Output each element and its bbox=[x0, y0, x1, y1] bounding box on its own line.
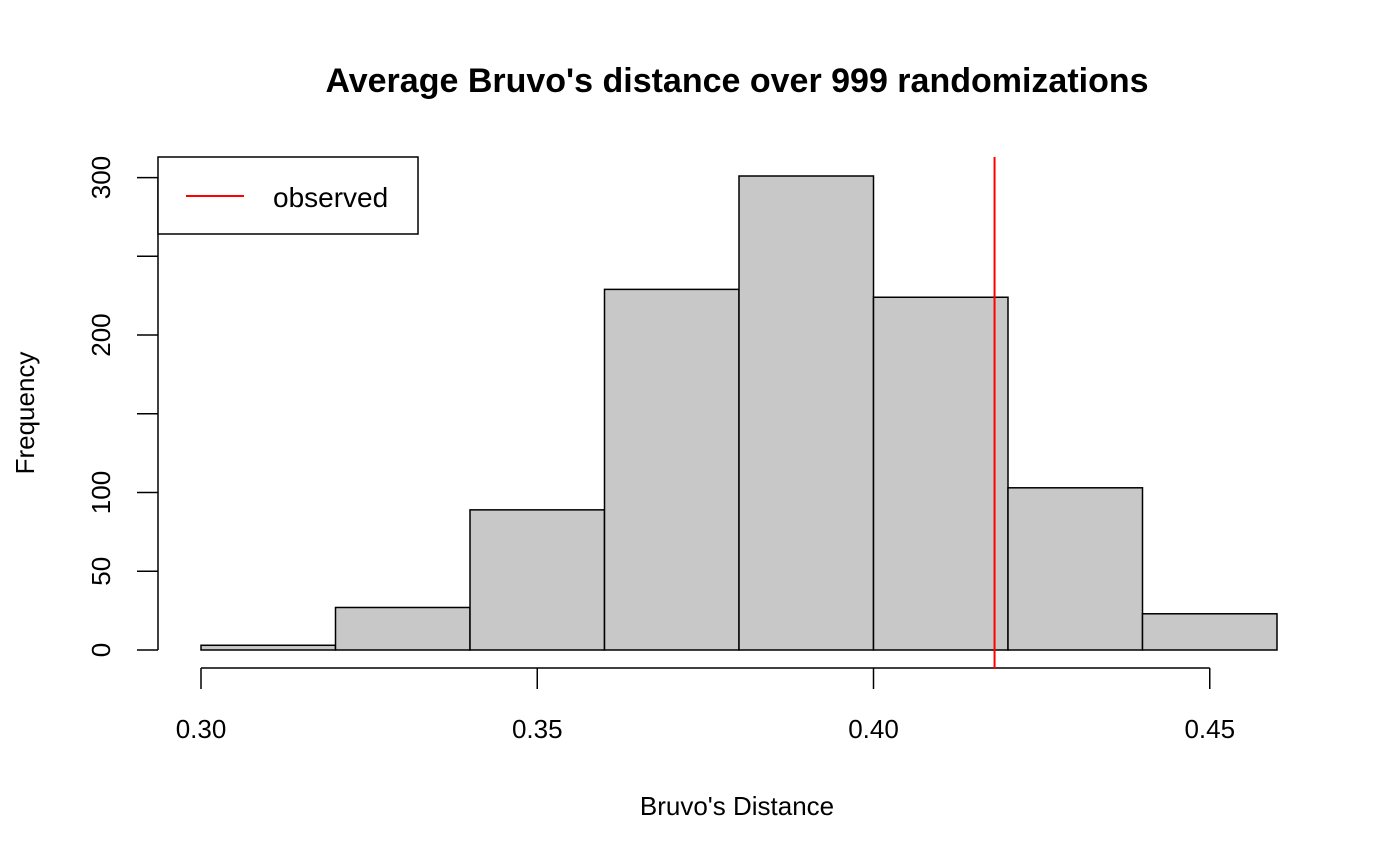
histogram-bar bbox=[334, 606, 471, 651]
histogram-bar bbox=[200, 644, 337, 651]
x-tick-label: 0.45 bbox=[1184, 714, 1235, 744]
y-axis: 0 50 100 200 300 bbox=[86, 156, 159, 657]
x-tick-label: 0.40 bbox=[848, 714, 899, 744]
x-axis-label: Bruvo's Distance bbox=[640, 791, 834, 821]
chart-title: Average Bruvo's distance over 999 random… bbox=[325, 62, 1148, 100]
x-tick-label: 0.35 bbox=[512, 714, 563, 744]
y-tick-label: 0 bbox=[86, 643, 116, 657]
histogram-bar bbox=[738, 175, 875, 651]
histogram-bar bbox=[1141, 613, 1278, 651]
histogram-bar bbox=[1007, 487, 1144, 651]
histogram-bars bbox=[200, 175, 1278, 651]
y-tick-label: 50 bbox=[86, 557, 116, 586]
legend: observed bbox=[157, 156, 419, 235]
x-axis: 0.30 0.35 0.40 0.45 bbox=[176, 667, 1235, 744]
y-tick-label: 200 bbox=[86, 313, 116, 356]
legend-label-observed: observed bbox=[273, 182, 388, 213]
y-tick-label: 100 bbox=[86, 471, 116, 514]
y-axis-label: Frequency bbox=[10, 352, 40, 475]
histogram-bar bbox=[872, 296, 1009, 651]
x-tick-label: 0.30 bbox=[176, 714, 227, 744]
y-tick-label: 300 bbox=[86, 156, 116, 199]
histogram-bar bbox=[469, 509, 606, 651]
histogram-bar bbox=[603, 288, 740, 651]
